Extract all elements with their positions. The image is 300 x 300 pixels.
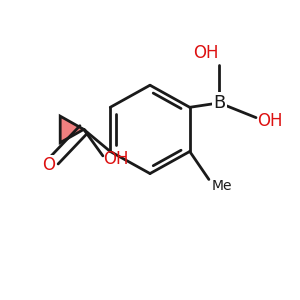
Text: O: O — [42, 156, 55, 174]
Text: OH: OH — [103, 150, 128, 168]
Text: OH: OH — [257, 112, 283, 130]
Text: OH: OH — [193, 44, 219, 62]
Text: Me: Me — [212, 179, 232, 193]
Polygon shape — [60, 116, 84, 142]
Text: B: B — [213, 94, 225, 112]
